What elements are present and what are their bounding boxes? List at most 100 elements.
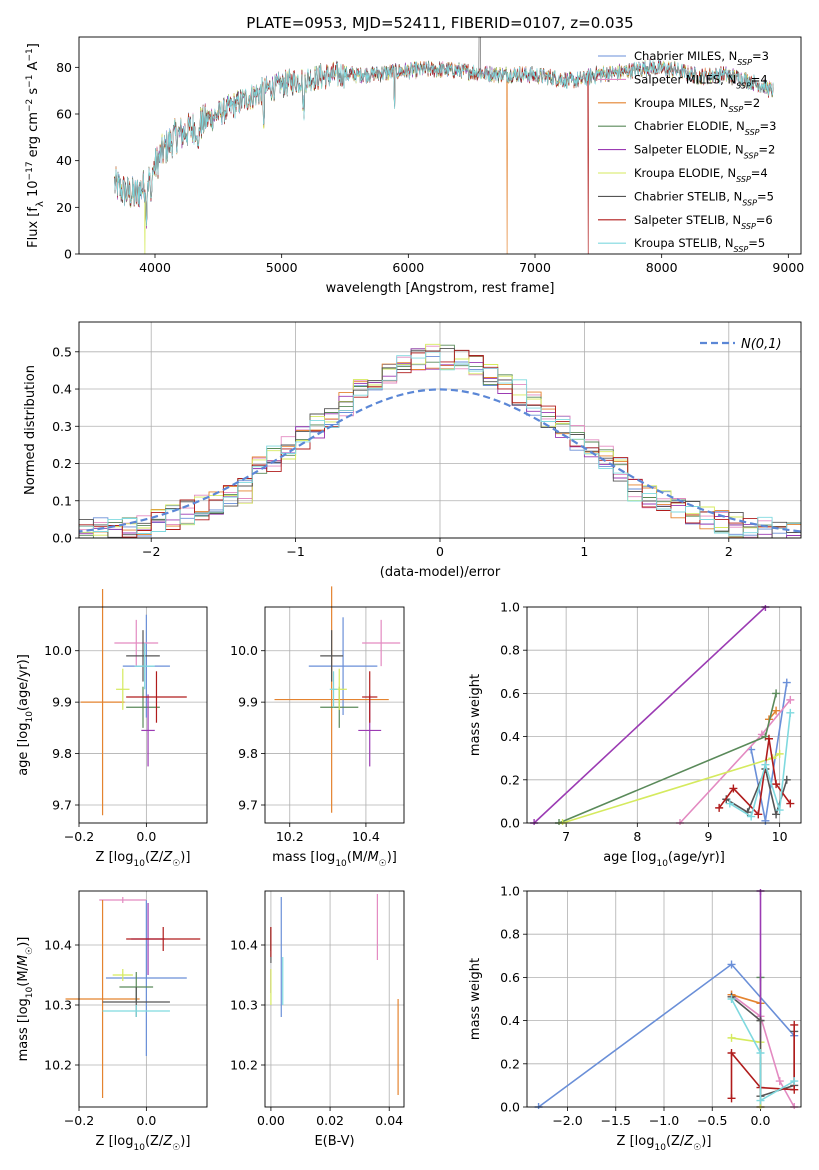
legend-nssp: =2 <box>743 96 760 110</box>
weight-marker <box>756 1096 765 1105</box>
errorbar-point <box>105 900 187 1056</box>
weight-marker <box>790 1020 799 1029</box>
weight-line-kroupa-miles <box>731 993 761 1005</box>
legend-model-name: Salpeter MILES, N <box>634 72 736 86</box>
legend-subscript: SSP <box>745 128 760 137</box>
x-tick-label: −0.5 <box>697 1113 727 1128</box>
x-tick-label: 0.04 <box>375 1113 403 1128</box>
legend-model-name: Kroupa ELODIE, N <box>634 166 736 180</box>
x-tick-label: 10.2 <box>276 829 304 844</box>
label-subscript: 10 <box>25 986 35 998</box>
label-part: −1 <box>25 75 35 88</box>
label-part: )] <box>180 1134 190 1149</box>
label-subscript: 10 <box>335 859 347 869</box>
axes-frame <box>78 36 802 255</box>
legend-model-name: Chabrier MILES, N <box>634 49 737 63</box>
y-tick-label: 0.2 <box>52 456 72 471</box>
errorbar-point <box>80 589 125 816</box>
x-tick-label: 7 <box>562 829 570 844</box>
x-axis-label: (data-model)/error <box>380 565 501 580</box>
errorbar-point <box>126 686 160 728</box>
weight-marker <box>772 689 781 698</box>
label-subscript: 10 <box>656 859 668 869</box>
weight-line-salpeter-elodie <box>533 606 766 824</box>
x-tick-label: −2 <box>142 544 160 559</box>
weight-marker <box>725 799 734 808</box>
x-axis-label: Z [log10(Z/Z☉)] <box>96 1134 191 1153</box>
x-axis-label: E(B-V) <box>314 1134 354 1149</box>
label-part: (M/ <box>347 850 368 865</box>
weight-marker <box>747 812 756 821</box>
mass-age-panel: 10.2 10.4 9.7 9.8 9.9 10.0 mass [log10(M/M☉)] <box>230 586 405 869</box>
x-tick-label: −1.0 <box>649 1113 679 1128</box>
legend-nssp: =4 <box>751 166 768 180</box>
errorbar-point <box>126 927 201 951</box>
label-part: mass [ <box>16 1018 31 1061</box>
legend-model-name: Chabrier STELIB, N <box>634 189 742 203</box>
y-tick-label: 10.0 <box>44 643 72 658</box>
x-tick-label: 8 <box>633 829 641 844</box>
errorbar-point <box>141 694 155 767</box>
label-part: log <box>114 850 134 865</box>
y-tick-label: 0.0 <box>500 816 520 831</box>
x-tick-label: 8000 <box>646 260 678 275</box>
weight-lines <box>534 889 799 1109</box>
x-tick-label: 4000 <box>139 260 171 275</box>
legend-model-name: Kroupa STELIB, N <box>634 236 734 250</box>
y-tick-label: 0.0 <box>500 1100 520 1115</box>
label-part: s <box>26 88 41 99</box>
errorbar-point <box>126 630 160 682</box>
axes-frame <box>526 890 802 1108</box>
y-tick-label: 0.1 <box>52 493 72 508</box>
y-tick-label: 9.9 <box>52 695 72 710</box>
weight-marker <box>727 960 736 969</box>
y-tick-label: 10.4 <box>44 938 72 953</box>
label-part: age [ <box>603 850 636 865</box>
z-weight-panel: −2.0 −1.5 −1.0 −0.5 0.0 0.0 0.2 0.4 0.6 0.8 1.0 Z [… <box>468 884 802 1153</box>
label-part: −1 <box>25 48 35 61</box>
z-mass-panel: −0.2 0.010.210.310.4Z [log10(Z/Z☉)]mass [… <box>16 890 208 1153</box>
legend-label: Kroupa ELODIE, NSSP=4 <box>634 166 768 184</box>
legend-label: Chabrier ELODIE, NSSP=3 <box>634 119 776 137</box>
y-tick-label: 10.4 <box>230 938 258 953</box>
y-axis-label: Flux [fλ 10−17 erg cm−2 s−1 A−1] <box>25 43 46 248</box>
x-tick-label: 9000 <box>772 260 804 275</box>
y-tick-label: 60 <box>56 107 72 122</box>
y-tick-label: 0.4 <box>52 382 72 397</box>
axes-frame <box>526 606 802 824</box>
legend-nssp: =5 <box>748 236 765 250</box>
weight-marker <box>786 799 795 808</box>
label-subscript: 10 <box>134 859 146 869</box>
y-tick-label: 10.0 <box>230 643 258 658</box>
label-subscript: ☉ <box>172 859 180 869</box>
weight-marker <box>786 708 795 717</box>
weight-marker <box>775 1077 784 1086</box>
x-tick-label: 2 <box>725 544 733 559</box>
label-part: Z [ <box>96 850 114 865</box>
weight-marker <box>727 1049 736 1057</box>
weight-marker <box>754 810 763 819</box>
label-subscript: 10 <box>25 711 35 723</box>
legend-nssp: =3 <box>752 49 769 63</box>
weight-marker <box>761 760 770 769</box>
x-tick-label: −0.2 <box>64 1113 94 1128</box>
y-tick-label: 9.9 <box>238 695 258 710</box>
errorbar-point <box>99 897 147 903</box>
label-subscript: ☉ <box>172 1143 180 1153</box>
x-tick-label: −1.5 <box>601 1113 631 1128</box>
label-part: mass weight <box>468 674 483 756</box>
axes-frame <box>78 321 802 539</box>
label-part: erg cm <box>26 112 41 161</box>
label-part: )] <box>701 1134 711 1149</box>
y-tick-label: 9.7 <box>238 798 258 813</box>
y-tick-label: 0.6 <box>500 970 520 985</box>
legend-label: Salpeter STELIB, NSSP=6 <box>634 213 773 231</box>
weight-marker <box>764 734 773 743</box>
y-tick-label: 9.8 <box>52 746 72 761</box>
label-part: Z [ <box>617 1134 635 1149</box>
label-part: Flux [f <box>26 207 41 248</box>
y-axis-label: mass weight <box>468 958 483 1040</box>
y-tick-label: 80 <box>56 60 72 75</box>
label-subscript: ☉ <box>693 1143 701 1153</box>
residuals-panel: −2 −1 0 1 2 0.0 0.1 0.2 0.3 0.4 0.5 (data-model)/er… <box>23 321 802 580</box>
